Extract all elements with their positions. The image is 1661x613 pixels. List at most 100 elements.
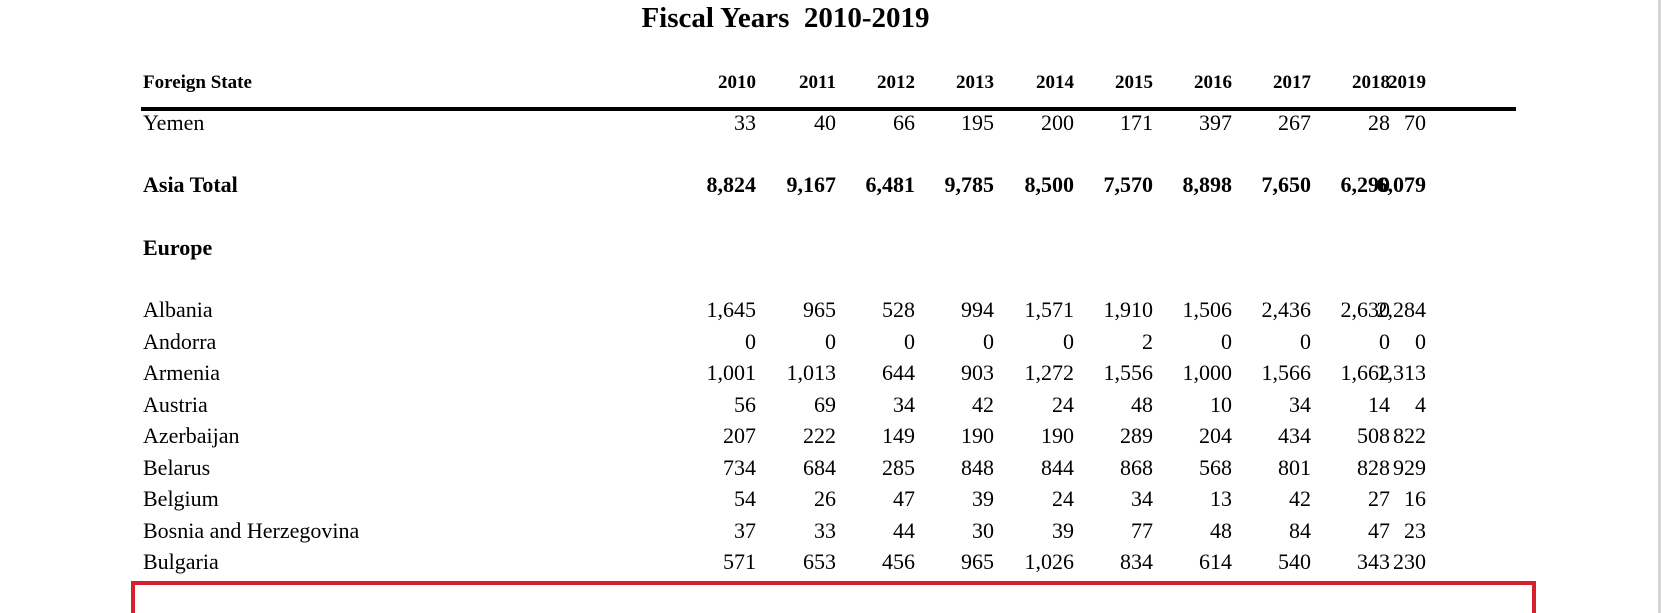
table-row-value: 10: [1210, 392, 1232, 417]
table-row-value: 39: [1052, 518, 1074, 543]
asia-total-row-value: 6,079: [1376, 172, 1427, 197]
table-row-value: 66: [893, 110, 915, 135]
table-row-value: 2: [1142, 329, 1153, 354]
table-row-value: 44: [893, 518, 915, 543]
table-header-value: 2019: [1388, 72, 1426, 93]
table-row-highlighted-value: 653: [803, 549, 836, 574]
table-header-value: 2013: [956, 72, 994, 93]
table-row-value: 0: [1063, 329, 1074, 354]
table-row-value: 568: [1199, 455, 1232, 480]
table-row: Austria 56 69 34 42 24 48 10 34 14 4: [143, 392, 1516, 422]
table-row-value: 1,001: [706, 360, 757, 385]
table-row-value: 33: [734, 110, 756, 135]
table-row-value: 2,630: [1340, 297, 1391, 322]
table-row-value: 16: [1404, 486, 1426, 511]
table-row-value: 190: [1041, 423, 1074, 448]
asia-total-row-value: 8,898: [1182, 172, 1233, 197]
table-row-value: 2,436: [1261, 297, 1312, 322]
table-header: Foreign State 2010 2011 2012 2013 2014 2015 201…: [143, 72, 1516, 102]
table-row-value: 48: [1131, 392, 1153, 417]
table-row: Bosnia and Herzegovina 37 33 44 30 39 77 48 84 47…: [143, 518, 1516, 548]
header-rule: [141, 107, 1516, 111]
asia-total-row-value: 9,167: [786, 172, 837, 197]
table-row-label: Belgium: [143, 486, 219, 511]
table-row-highlighted-value: 614: [1199, 549, 1232, 574]
table-row-highlighted-value: 834: [1120, 549, 1153, 574]
table-row: Andorra 0 0 0 0 0 2 0 0 0 0: [143, 329, 1516, 359]
asia-total-row-value: 7,650: [1261, 172, 1312, 197]
table-row-value: 77: [1131, 518, 1153, 543]
table-header-value: 2011: [799, 72, 836, 93]
table-row-value: 684: [803, 455, 836, 480]
table-header-value: 2017: [1273, 72, 1311, 93]
table-row: Belgium 54 26 47 39 24 34 13 42 27 16: [143, 486, 1516, 516]
table-row-value: 34: [1289, 392, 1311, 417]
table-row-value: 84: [1289, 518, 1311, 543]
table-row-label: Bosnia and Herzegovina: [143, 518, 360, 543]
asia-total-row-value: 9,785: [944, 172, 995, 197]
europe-heading-label: Europe: [143, 235, 213, 260]
table-row: Albania 1,645 965 528 994 1,571 1,910 1,506 2,43…: [143, 297, 1516, 327]
table-row-value: 24: [1052, 486, 1074, 511]
table-row-value: 26: [814, 486, 836, 511]
table-row-value: 0: [825, 329, 836, 354]
page-title: Fiscal Years 2010-2019: [641, 2, 930, 34]
table-row-highlighted-value: 571: [723, 549, 756, 574]
asia-total-row-value: 6,481: [865, 172, 916, 197]
table-row-value: 1,571: [1024, 297, 1075, 322]
table-row-value: 54: [734, 486, 756, 511]
table-header-value: 2014: [1036, 72, 1074, 93]
table-row-value: 289: [1120, 423, 1153, 448]
table-row-value: 0: [1300, 329, 1311, 354]
table-row-value: 1,272: [1024, 360, 1075, 385]
table-row-highlighted-value: 965: [961, 549, 994, 574]
table-row-value: 0: [1415, 329, 1426, 354]
window-edge: [1658, 0, 1661, 613]
europe-heading: Europe: [143, 235, 1516, 265]
table-row-value: 47: [893, 486, 915, 511]
asia-total-row-value: 6,290: [1340, 172, 1391, 197]
table-row-value: 734: [723, 455, 756, 480]
table-row-value: 34: [893, 392, 915, 417]
table-header-value: 2018: [1352, 72, 1390, 93]
table-row-label: Armenia: [143, 360, 220, 385]
table-header-value: 2010: [718, 72, 756, 93]
table-row-value: 508: [1357, 423, 1390, 448]
table-row-value: 30: [972, 518, 994, 543]
table-row: Azerbaijan 207 222 149 190 190 289 204 434 508 822: [143, 423, 1516, 453]
table-row-value: 1,645: [706, 297, 757, 322]
table-row-value: 14: [1368, 392, 1390, 417]
table-row-value: 644: [882, 360, 915, 385]
asia-total-row-value: 7,570: [1103, 172, 1154, 197]
table-row-value: 70: [1404, 110, 1426, 135]
table-row-label: Belarus: [143, 455, 211, 480]
table-row-value: 1,000: [1182, 360, 1233, 385]
bulgaria-highlight-box: [131, 581, 1536, 613]
table-row-value: 929: [1393, 455, 1426, 480]
table-row-value: 24: [1052, 392, 1074, 417]
table-row-highlighted-value: 343: [1357, 549, 1390, 574]
table-row-value: 1,013: [786, 360, 837, 385]
table-row-highlighted-label: Bulgaria: [143, 549, 219, 574]
table-row-value: 285: [882, 455, 915, 480]
table-row-value: 1,910: [1103, 297, 1154, 322]
table-row-value: 1,556: [1103, 360, 1154, 385]
table-row-value: 528: [882, 297, 915, 322]
table-row-value: 47: [1368, 518, 1390, 543]
table-row-value: 13: [1210, 486, 1232, 511]
table-row-value: 397: [1199, 110, 1232, 135]
table-row-value: 267: [1278, 110, 1311, 135]
table-row-value: 868: [1120, 455, 1153, 480]
table-row-value: 828: [1357, 455, 1390, 480]
table-row-value: 0: [1221, 329, 1232, 354]
table-row-label: Yemen: [143, 110, 205, 135]
table-row: Yemen 33 40 66 195 200 171 397 267 28 70: [143, 110, 1516, 140]
table-row-value: 0: [745, 329, 756, 354]
table-row-value: 1,662: [1340, 360, 1391, 385]
table-row-value: 37: [734, 518, 756, 543]
table-header-label: Foreign State: [143, 72, 252, 93]
table-row: Armenia 1,001 1,013 644 903 1,272 1,556 1,000 1,…: [143, 360, 1516, 390]
table-row-value: 200: [1041, 110, 1074, 135]
table-row-label: Azerbaijan: [143, 423, 240, 448]
table-row-value: 204: [1199, 423, 1232, 448]
